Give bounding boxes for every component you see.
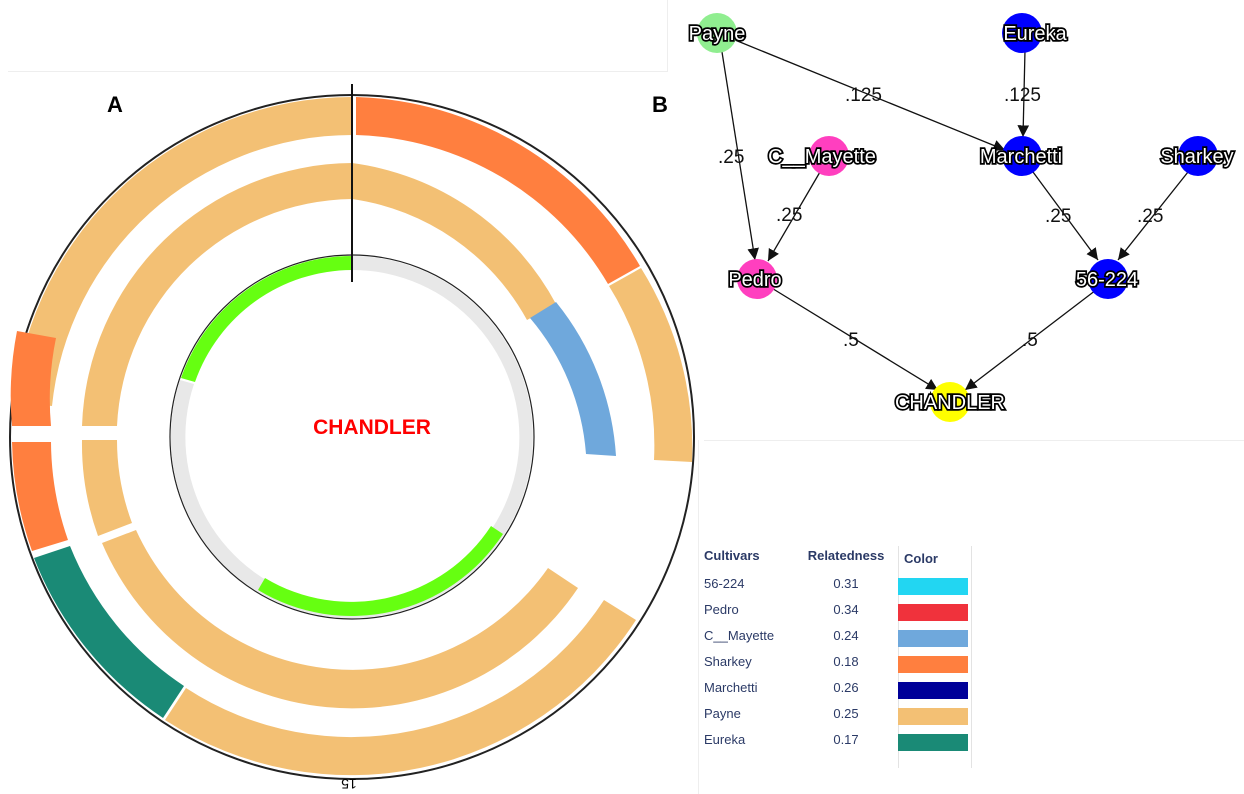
outer-ring-segment-sharkey-left1: [10, 331, 57, 426]
graph-edges: [721, 39, 1189, 391]
middle-ring-segment-cmayette: [530, 302, 616, 456]
legend: Color Cultivars Relatedness 56-224 0.31 …: [698, 540, 978, 770]
panel-a-right-divider: [667, 0, 668, 72]
edge-label-marchetti-56224: .25: [1045, 206, 1071, 227]
legend-header-cultivars: Cultivars: [704, 547, 760, 563]
edge-cmayette-pedro: [767, 171, 821, 262]
node-label-pedro: Pedro: [728, 269, 781, 291]
inner-ring-segment-green-top: [181, 256, 352, 382]
panel-label-a: A: [107, 92, 123, 117]
node-eureka[interactable]: [1002, 13, 1042, 53]
legend-header-relatedness: Relatedness: [807, 547, 885, 563]
edge-label-cmayette-pedro: .25: [776, 205, 802, 226]
legend-row: Sharkey 0.18: [698, 648, 976, 674]
legend-cultivar: Eureka: [704, 731, 746, 747]
edge-label-eureka-marchetti: .125: [1004, 85, 1041, 106]
graph-nodes: [697, 13, 1218, 422]
outer-ring: [10, 97, 693, 776]
legend-swatch: [898, 630, 968, 647]
legend-swatch: [898, 604, 968, 621]
edge-sharkey-56224: [1117, 171, 1189, 261]
legend-swatch: [898, 682, 968, 699]
inner-ring: [170, 256, 533, 618]
edge-label-56224-chandler: .5: [1022, 330, 1038, 351]
middle-ring-segment-payne-bottom: [102, 530, 578, 709]
middle-ring: [81, 163, 616, 709]
center-label: CHANDLER: [313, 416, 431, 439]
node-pedro[interactable]: [737, 259, 777, 299]
legend-cultivar: Marchetti: [704, 679, 758, 695]
legend-relatedness: 0.26: [833, 679, 859, 695]
outer-ring-segment-sharkey-left2: [12, 442, 68, 551]
legend-swatch: [898, 708, 968, 725]
bottom-tick-label: 15: [341, 776, 357, 792]
edge-pedro-chandler: [769, 286, 939, 391]
legend-relatedness: 0.31: [833, 575, 859, 591]
edge-payne-marchetti: [734, 39, 1006, 152]
node-labels: Payne Eureka C__Mayette Marchetti Sharke…: [687, 21, 1235, 415]
outer-ring-segment-payne-bottom: [165, 600, 636, 776]
edge-payne-pedro: [721, 51, 759, 261]
node-label-payne: Payne: [689, 23, 746, 45]
middle-ring-segment-payne-left: [82, 163, 352, 426]
node-label-eureka: Eureka: [1003, 23, 1067, 45]
edge-label-sharkey-56224: .25: [1137, 206, 1163, 227]
legend-color-column: [898, 546, 972, 768]
node-label-cmayette: C__Mayette: [768, 146, 876, 168]
edge-label-pedro-chandler: .5: [843, 330, 859, 351]
node-payne[interactable]: [697, 13, 737, 53]
legend-relatedness: 0.17: [833, 731, 859, 747]
legend-cultivar: Pedro: [704, 601, 739, 617]
edge-56224-chandler: [964, 289, 1097, 391]
legend-relatedness: 0.34: [833, 601, 859, 617]
node-label-marchetti: Marchetti: [980, 146, 1062, 168]
panel-a: CHANDLER A 15: [8, 0, 695, 792]
legend-row: Eureka 0.17: [698, 726, 976, 752]
edge-marchetti-56224: [1032, 171, 1099, 261]
pedigree-graph: B .125 .125 .25 .25 .25 .25 .5 .5: [652, 13, 1235, 422]
middle-ring-segment-payne-top: [352, 163, 556, 320]
legend-row: C__Mayette 0.24: [698, 622, 976, 648]
node-chandler[interactable]: [930, 382, 970, 422]
legend-row: Pedro 0.34: [698, 596, 976, 622]
inner-ring-segment-green-bottom: [258, 526, 503, 617]
legend-table: Cultivars Relatedness 56-224 0.31 Pedro …: [698, 540, 976, 752]
middle-ring-segment-payne-left2: [81, 440, 132, 536]
legend-relatedness: 0.18: [833, 653, 859, 669]
node-label-56224: 56-224: [1076, 269, 1138, 291]
legend-cultivar: 56-224: [704, 575, 745, 591]
edge-eureka-marchetti: [1017, 49, 1030, 138]
legend-header-row: Cultivars Relatedness: [698, 540, 976, 570]
legend-header-color-spacer: [896, 540, 976, 570]
legend-swatch: [898, 578, 968, 595]
panel-label-b: B: [652, 92, 668, 117]
outer-ring-segment-sharkey-top: [356, 97, 640, 284]
node-sharkey[interactable]: [1178, 136, 1218, 176]
legend-swatch: [898, 656, 968, 673]
outer-ring-segment-payne-right: [609, 268, 693, 462]
legend-cultivar: C__Mayette: [704, 627, 775, 643]
ring-diagram: CHANDLER A 15: [9, 84, 695, 792]
legend-row: Marchetti 0.26: [698, 674, 976, 700]
panel-a-top-divider: [8, 71, 668, 72]
node-cmayette[interactable]: [809, 136, 849, 176]
edge-labels: .125 .125 .25 .25 .25 .25 .5 .5: [718, 85, 1163, 351]
node-marchetti[interactable]: [1002, 136, 1042, 176]
legend-swatch: [898, 734, 968, 751]
node-label-chandler: CHANDLER: [895, 392, 1005, 414]
legend-header-color: Color: [904, 551, 938, 566]
node-56224[interactable]: [1088, 259, 1128, 299]
edge-label-payne-marchetti: .125: [845, 85, 882, 106]
legend-relatedness: 0.25: [833, 705, 859, 721]
legend-cultivar: Payne: [704, 705, 741, 721]
legend-cultivar: Sharkey: [704, 653, 752, 669]
legend-row: 56-224 0.31: [698, 570, 976, 596]
legend-row: Payne 0.25: [698, 700, 976, 726]
edge-label-payne-pedro: .25: [718, 147, 744, 168]
legend-relatedness: 0.24: [833, 627, 859, 643]
node-label-sharkey: Sharkey: [1160, 146, 1233, 168]
outer-ring-segment-eureka: [34, 546, 184, 718]
